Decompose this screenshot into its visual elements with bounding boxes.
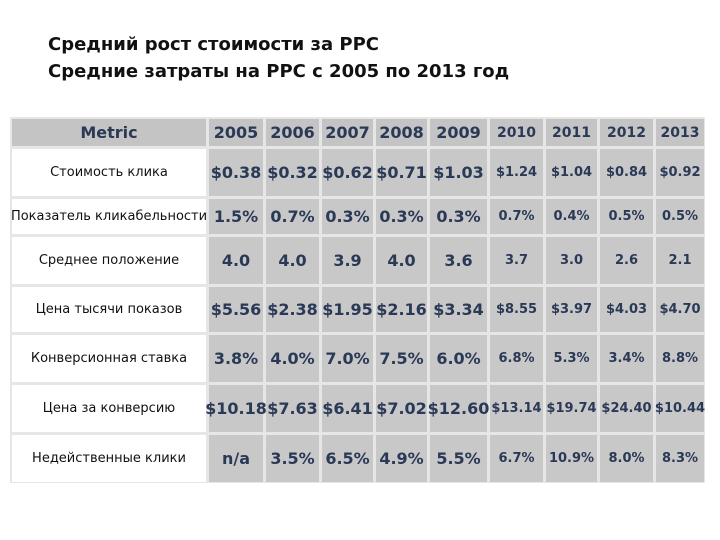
column-header: 2011 xyxy=(546,119,597,146)
table-cell: 3.0 xyxy=(546,237,597,284)
table-cell: $6.41 xyxy=(322,385,373,432)
table-cell: $1.24 xyxy=(490,149,543,196)
table-cell: 8.3% xyxy=(656,435,704,482)
column-header: 2007 xyxy=(322,119,373,146)
column-header: 2009 xyxy=(430,119,487,146)
title-line: Средний рост стоимости за PPC xyxy=(48,34,379,55)
table-cell: 3.6 xyxy=(430,237,487,284)
table-cell: $7.63 xyxy=(266,385,319,432)
table-cell: $10.44 xyxy=(655,385,705,432)
table-cell: 1.5% xyxy=(209,199,263,234)
table-cell: $1.03 xyxy=(430,149,487,196)
table-cell: 3.4% xyxy=(600,335,653,382)
table-cell: 8.0% xyxy=(600,435,653,482)
column-header: 2013 xyxy=(656,119,704,146)
row-label: Среднее положение xyxy=(12,237,206,284)
table-cell: 2.1 xyxy=(656,237,704,284)
table-cell: 5.5% xyxy=(430,435,487,482)
table-cell: $4.03 xyxy=(600,287,653,332)
row-label: Цена за конверсию xyxy=(12,385,206,432)
table-cell: 0.5% xyxy=(656,199,704,234)
table-cell: 0.7% xyxy=(490,199,543,234)
row-label: Цена тысячи показов xyxy=(12,287,206,332)
table-cell: $5.56 xyxy=(209,287,263,332)
table-cell: $0.32 xyxy=(266,149,319,196)
table-cell: 0.4% xyxy=(546,199,597,234)
table-cell: $4.70 xyxy=(656,287,704,332)
table-cell: 3.9 xyxy=(322,237,373,284)
table-cell: 0.3% xyxy=(376,199,427,234)
table-cell: $0.62 xyxy=(322,149,373,196)
table: Metric 2005 2006 2007 2008 2009 2010 2011 2012 20… xyxy=(10,117,705,483)
table-cell: 5.3% xyxy=(546,335,597,382)
table-cell: 0.5% xyxy=(600,199,653,234)
table-cell: n/a xyxy=(209,435,263,482)
table-cell: 4.0 xyxy=(209,237,263,284)
table-cell: $2.38 xyxy=(266,287,319,332)
column-header: 2012 xyxy=(600,119,653,146)
title-line: Средние затраты на PPC с 2005 по 2013 го… xyxy=(48,61,510,82)
table-cell: $0.38 xyxy=(209,149,263,196)
table-cell: 4.0% xyxy=(266,335,319,382)
table-cell: 7.0% xyxy=(322,335,373,382)
table-cell: $3.34 xyxy=(430,287,487,332)
table-cell: 4.0 xyxy=(376,237,427,284)
table-cell: $1.04 xyxy=(546,149,597,196)
column-header: 2005 xyxy=(209,119,263,146)
table-cell: 8.8% xyxy=(656,335,704,382)
table-cell: $8.55 xyxy=(490,287,543,332)
column-header: Metric xyxy=(12,119,206,146)
column-header: 2008 xyxy=(376,119,427,146)
row-label: Стоимость клика xyxy=(12,149,206,196)
table-cell: 3.7 xyxy=(490,237,543,284)
table-cell: 6.7% xyxy=(490,435,543,482)
table-cell: 4.9% xyxy=(376,435,427,482)
table-cell: 3.8% xyxy=(209,335,263,382)
table-cell: $3.97 xyxy=(546,287,597,332)
table-cell: $1.95 xyxy=(322,287,373,332)
table-cell: $7.02 xyxy=(376,385,427,432)
table-cell: $0.92 xyxy=(656,149,704,196)
table-cell: $24.40 xyxy=(600,385,653,432)
table-cell: 6.5% xyxy=(322,435,373,482)
table-cell: $13.14 xyxy=(490,385,543,432)
table-cell: $10.18 xyxy=(205,385,267,432)
table-cell: 6.8% xyxy=(490,335,543,382)
table-cell: 0.3% xyxy=(322,199,373,234)
table-cell: $0.84 xyxy=(600,149,653,196)
table-cell: $19.74 xyxy=(546,385,597,432)
column-header: 2010 xyxy=(490,119,543,146)
table-cell: 10.9% xyxy=(546,435,597,482)
column-header: 2006 xyxy=(266,119,319,146)
table-cell: 3.5% xyxy=(266,435,319,482)
table-cell: 4.0 xyxy=(266,237,319,284)
row-label: Показатель кликабельности xyxy=(11,199,207,234)
table-cell: 0.3% xyxy=(430,199,487,234)
row-label: Недейственные клики xyxy=(12,435,206,482)
table-cell: 7.5% xyxy=(376,335,427,382)
table-cell: $0.71 xyxy=(376,149,427,196)
table-cell: $2.16 xyxy=(376,287,427,332)
row-label: Конверсионная ставка xyxy=(12,335,206,382)
table-cell: $12.60 xyxy=(428,385,489,432)
table-cell: 6.0% xyxy=(430,335,487,382)
table-cell: 0.7% xyxy=(266,199,319,234)
table-cell: 2.6 xyxy=(600,237,653,284)
